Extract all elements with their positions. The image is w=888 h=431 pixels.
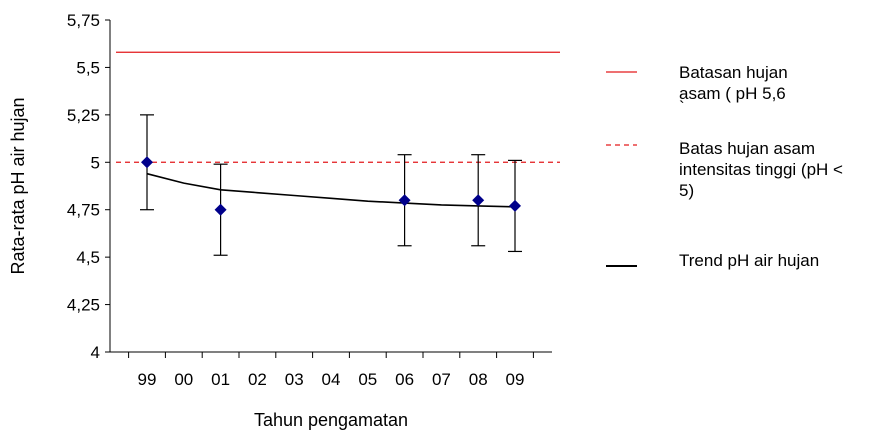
y-tick-label: 5,5 <box>76 58 100 77</box>
x-tick-label: 01 <box>211 370 230 389</box>
y-tick-label: 4 <box>91 343 100 362</box>
legend-label-line: intensitas tinggi (pH < <box>679 160 843 179</box>
y-tick-label: 5,75 <box>67 11 100 30</box>
data-point <box>472 194 485 207</box>
legend-label-line: asam ( pH 5,6 <box>679 84 786 103</box>
x-tick-label: 02 <box>248 370 267 389</box>
legend-label-line: Batas hujan asam <box>679 139 816 158</box>
legend-label-line: 5) <box>679 181 695 200</box>
data-point <box>509 199 521 212</box>
legend-label-line: ` <box>679 98 685 117</box>
data-points <box>141 156 521 216</box>
legend-item-trend: Trend pH air hujan <box>679 250 879 271</box>
x-tick-label: 09 <box>506 370 525 389</box>
y-tick-label: 5,25 <box>67 106 100 125</box>
y-ticks: 4 4,25 4,5 4,75 5 5,25 5,5 5,75 <box>67 11 110 362</box>
x-tick-label: 07 <box>432 370 451 389</box>
legend-item-batasan-hujan-asam: Batasan hujan asam ( pH 5,6 ` <box>679 62 829 122</box>
x-tick-label: 99 <box>138 370 157 389</box>
legend-swatches <box>606 71 637 267</box>
data-point <box>214 203 227 216</box>
trend-line <box>146 172 516 208</box>
x-tick-label: 03 <box>285 370 304 389</box>
legend-label-line: Trend pH air hujan <box>679 251 820 270</box>
x-axis-label: Tahun pengamatan <box>254 410 408 430</box>
x-tick-label: 05 <box>358 370 377 389</box>
y-tick-label: 4,25 <box>67 296 100 315</box>
reference-lines <box>116 51 560 163</box>
data-point <box>141 156 153 169</box>
y-tick-label: 4,75 <box>67 201 100 220</box>
x-tick-label: 00 <box>174 370 193 389</box>
x-tick-label: 08 <box>469 370 488 389</box>
y-tick-label: 5 <box>91 153 100 172</box>
x-ticks: 99 00 01 02 03 04 05 06 07 08 09 <box>128 352 534 389</box>
legend-item-batas-hujan-asam-intensitas-tinggi: Batas hujan asam intensitas tinggi (pH <… <box>679 138 879 201</box>
y-tick-label: 4,5 <box>76 248 100 267</box>
x-tick-label: 06 <box>395 370 414 389</box>
data-point <box>398 194 411 207</box>
axes <box>109 20 552 353</box>
trend <box>146 172 516 208</box>
legend-label-line: Batasan hujan <box>679 63 788 82</box>
y-axis-label: Rata-rata pH air hujan <box>8 97 28 274</box>
x-tick-label: 04 <box>322 370 341 389</box>
